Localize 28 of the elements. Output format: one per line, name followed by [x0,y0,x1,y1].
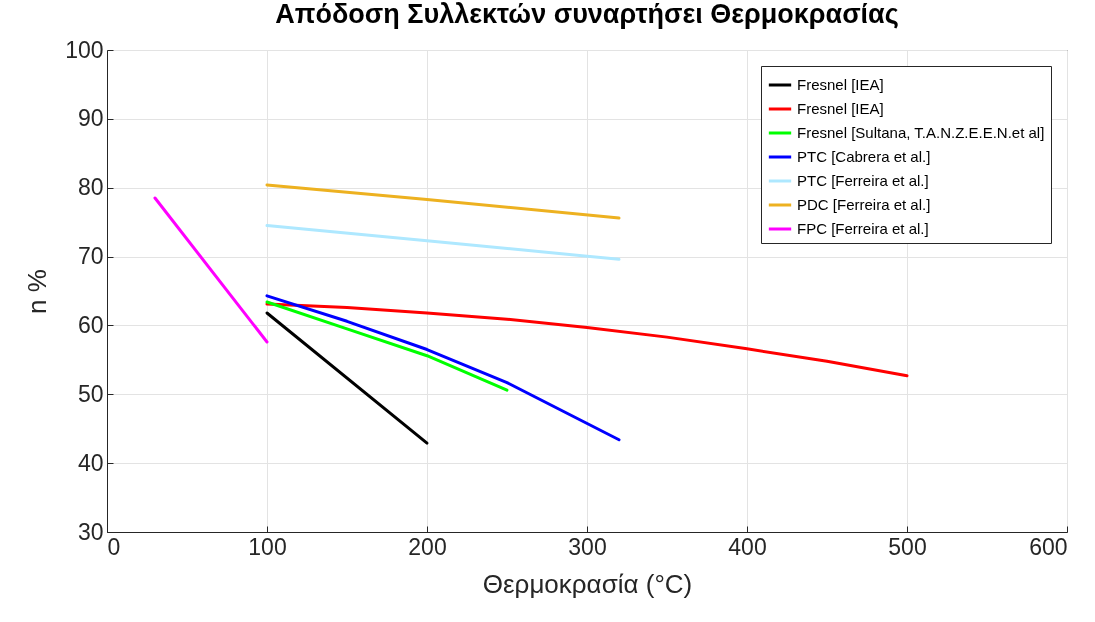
y-tick-label: 50 [77,380,104,407]
y-tick-label: 30 [77,518,104,545]
legend-label: Fresnel [Sultana, T.A.N.Z.E.E.N.et al] [797,124,1045,141]
line-series [265,300,509,392]
line-series [265,302,909,378]
y-tick-label: 70 [77,243,104,270]
y-tick-label: 100 [65,36,104,63]
x-tick-label: 0 [107,533,121,560]
y-tick-label: 90 [77,105,104,132]
chart-title: Απόδοση Συλλεκτών συναρτήσει Θερμοκρασίας [275,0,899,29]
x-tick-label: 300 [568,533,607,560]
y-tick-label: 60 [77,311,104,338]
y-tick-label: 80 [77,174,104,201]
line-series [265,294,621,442]
x-tick-label: 600 [1029,533,1068,560]
x-tick-label: 100 [248,533,287,560]
x-tick-label: 400 [728,533,767,560]
legend-label: PDC [Ferreira et al.] [797,196,931,213]
legend-label: FPC [Ferreira et al.] [797,220,929,237]
x-tick-label: 500 [888,533,927,560]
x-axis-title: Θερμοκρασία (°C) [482,568,693,599]
y-axis-title: n % [22,269,53,314]
legend-label: PTC [Ferreira et al.] [797,172,929,189]
legend-label: PTC [Cabrera et al.] [797,148,931,165]
y-tick-label: 40 [77,449,104,476]
legend-label: Fresnel [IEA] [797,76,884,93]
legend-label: Fresnel [IEA] [797,100,884,117]
x-tick-label: 200 [408,533,447,560]
